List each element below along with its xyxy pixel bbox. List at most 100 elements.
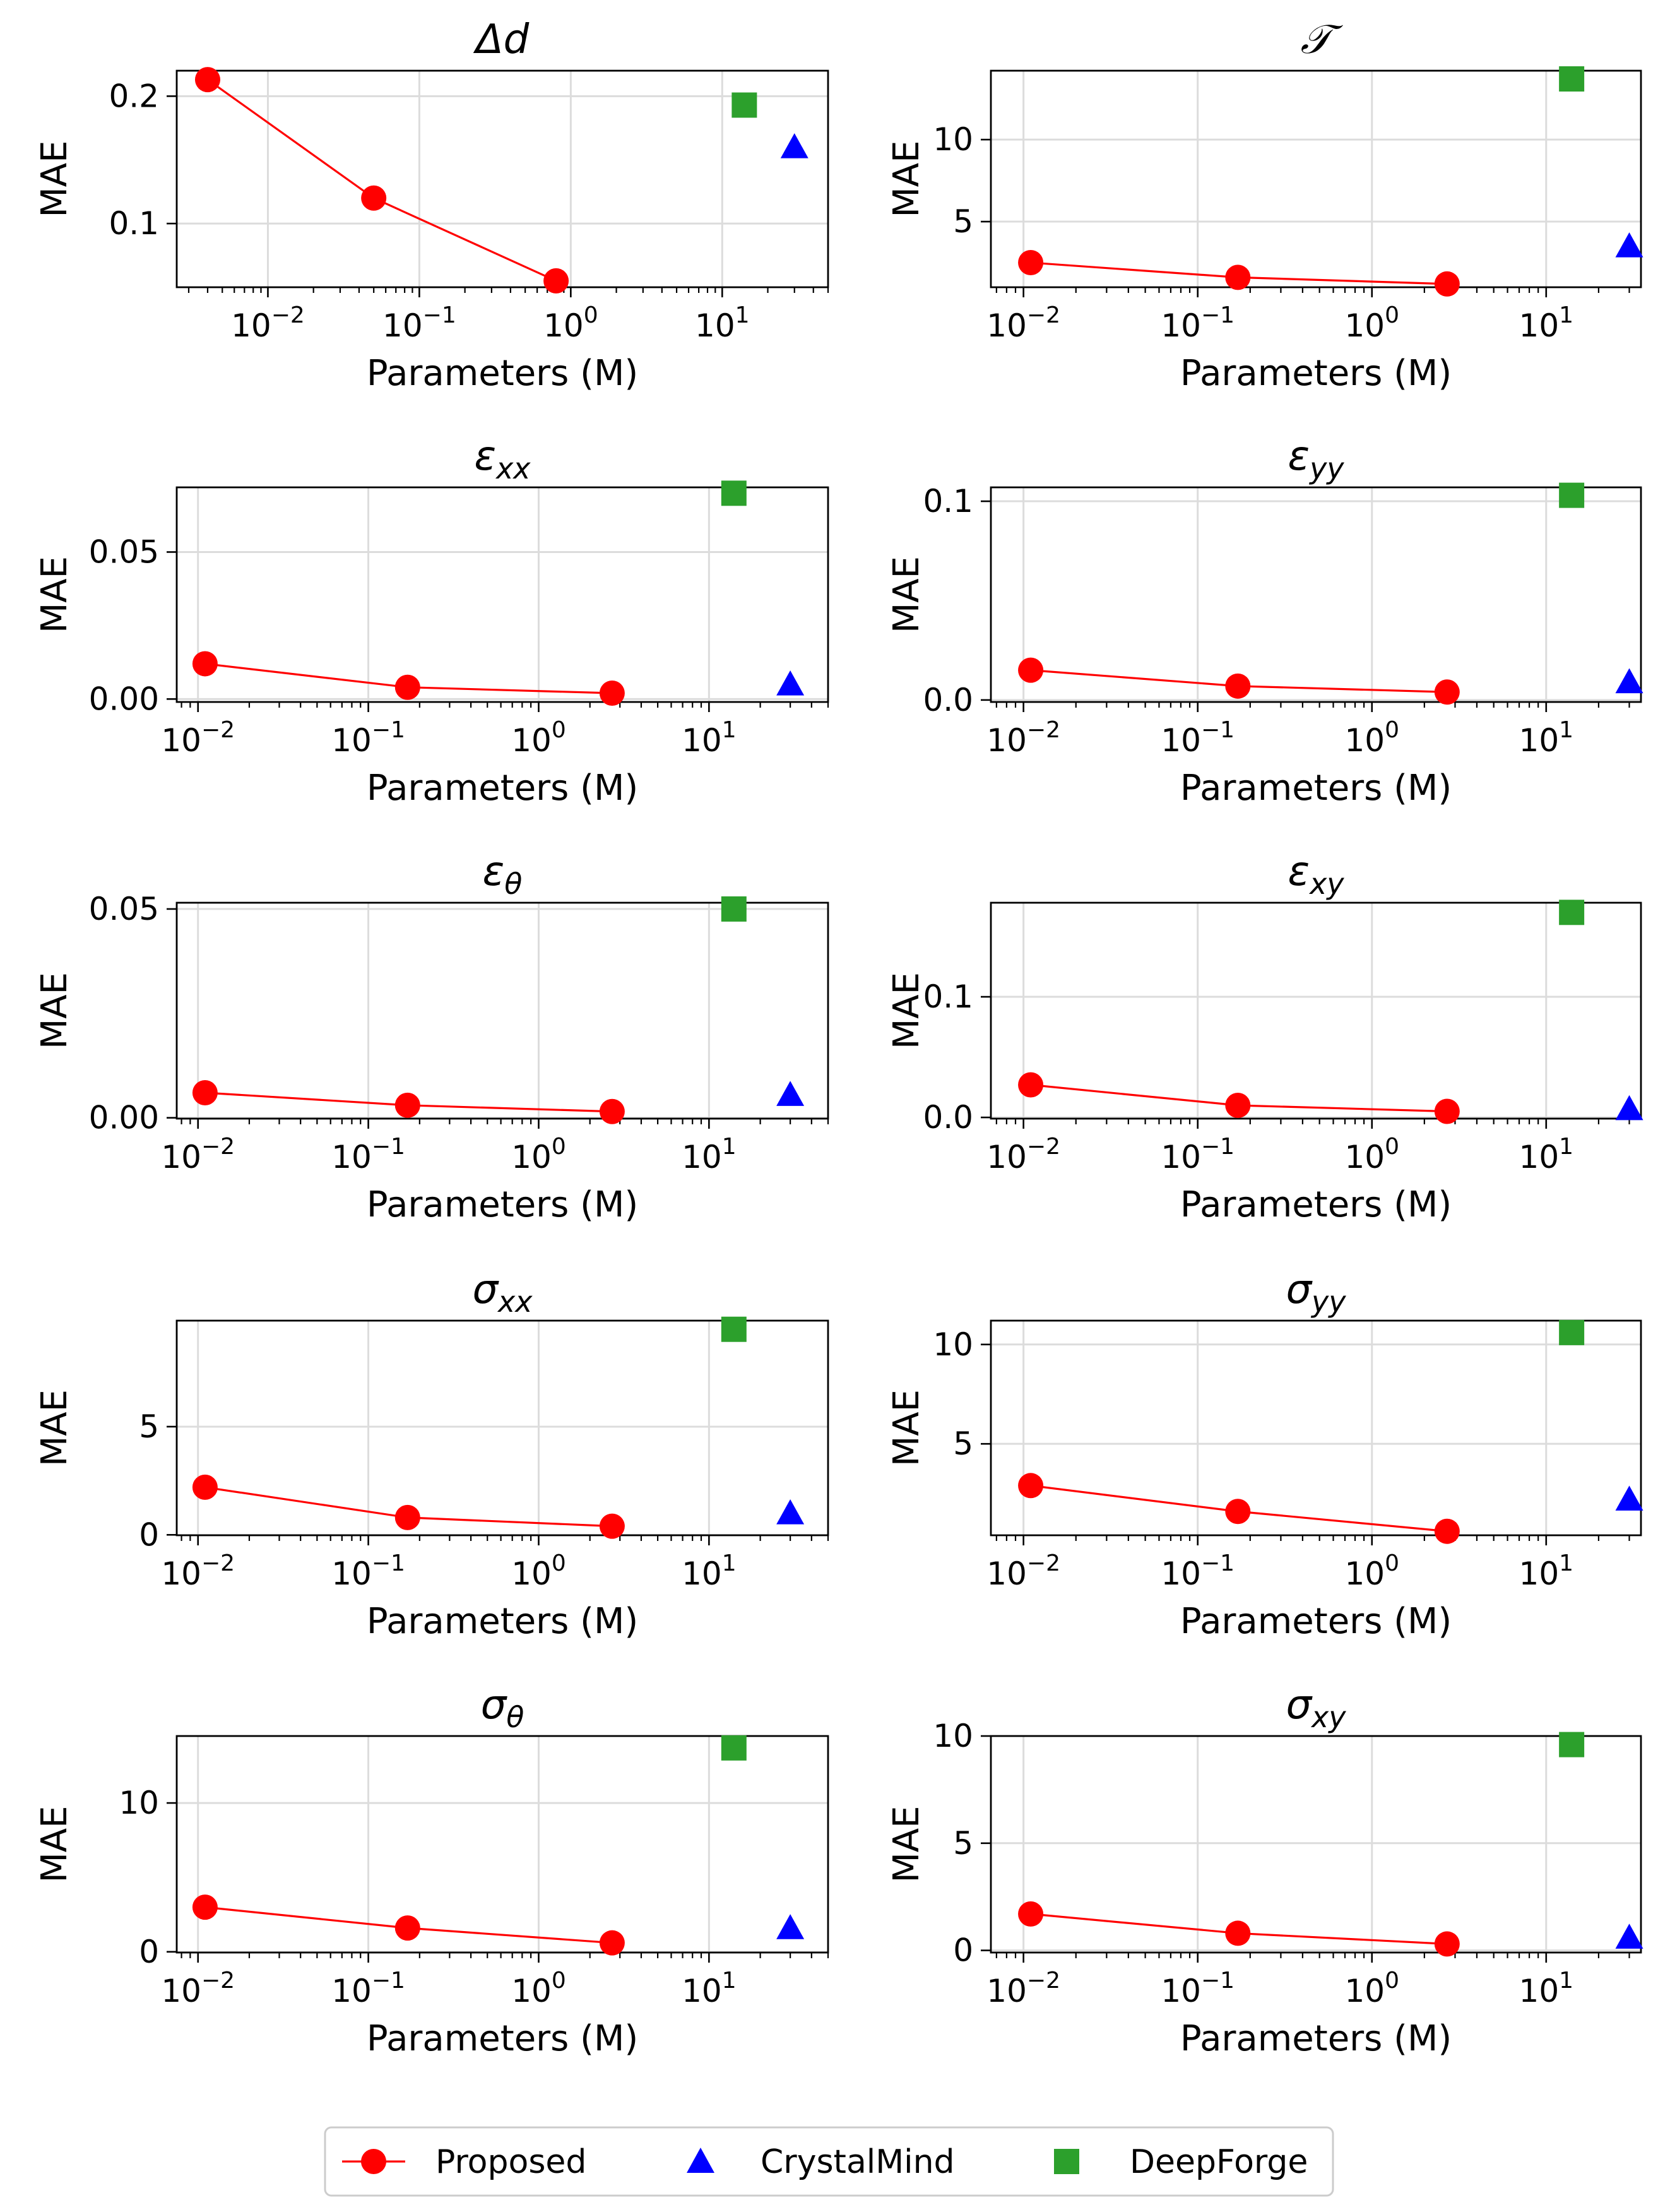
x-tick-label: 100 <box>543 302 598 344</box>
y-axis-label: MAE <box>886 1389 927 1466</box>
x-axis-label: Parameters (M) <box>1180 1601 1452 1642</box>
x-tick-label: 100 <box>511 1968 566 2009</box>
x-tick-label: 101 <box>1519 717 1574 759</box>
proposed-point <box>192 651 218 677</box>
panel-1: 10−2 10−1 100 101 0.1 0.2 Parameters (M) MAE Δd <box>34 16 829 394</box>
y-tick-label: 5 <box>953 1425 973 1462</box>
axes-frame <box>175 1735 829 1954</box>
proposed-point <box>1434 679 1460 705</box>
crystalmind-point <box>780 133 808 158</box>
x-tick-label: 101 <box>682 717 737 759</box>
y-axis-label: MAE <box>886 556 927 633</box>
x-tick-label: 101 <box>1519 1550 1574 1592</box>
crystalmind-point <box>1615 232 1643 258</box>
x-tick-label: 10−1 <box>382 302 456 344</box>
x-tick-label: 100 <box>511 717 566 759</box>
y-axis-label: MAE <box>886 1805 927 1882</box>
y-axis-label: MAE <box>34 972 75 1049</box>
x-tick-label: 101 <box>682 1550 737 1592</box>
panel-title: σxx <box>472 1266 533 1319</box>
proposed-point <box>192 1474 218 1500</box>
y-tick-label: 0 <box>953 1932 973 1969</box>
proposed-point <box>192 1079 218 1105</box>
legend-proposed-label: Proposed <box>435 2143 586 2181</box>
y-tick-label: 0.1 <box>923 483 973 520</box>
x-axis-label: Parameters (M) <box>367 2018 638 2059</box>
x-tick-label: 10−1 <box>1161 717 1235 759</box>
y-tick-label: 0.1 <box>923 978 973 1015</box>
panel-title: εxy <box>1288 848 1344 901</box>
proposed-point <box>1018 1901 1044 1927</box>
crystalmind-point <box>1615 1924 1643 1949</box>
x-tick-label: 100 <box>1344 717 1399 759</box>
deepforge-point <box>721 1316 747 1342</box>
legend-crystalmind-label: CrystalMind <box>761 2143 955 2181</box>
x-tick-label: 101 <box>1519 1134 1574 1175</box>
proposed-point <box>1434 271 1460 297</box>
y-tick-label: 0.00 <box>89 681 159 717</box>
panel-3: 10−2 10−1 100 101 0.00 0.05 Parameters (M) MAE ε… <box>34 433 829 809</box>
deepforge-point <box>721 480 747 506</box>
legend-proposed-marker <box>361 2149 386 2174</box>
deepforge-point <box>1559 1319 1585 1345</box>
y-tick-label: 0 <box>139 1516 159 1553</box>
x-axis-label: Parameters (M) <box>1180 768 1452 809</box>
x-axis-label: Parameters (M) <box>367 768 638 809</box>
legend: Proposed CrystalMind DeepForge <box>324 2126 1334 2197</box>
x-tick-label: 100 <box>1344 1968 1399 2009</box>
proposed-point <box>394 1504 420 1530</box>
x-tick-label: 10−2 <box>161 1550 235 1592</box>
panel-title: Δd <box>473 16 530 63</box>
axes-frame <box>990 486 1642 703</box>
proposed-point <box>1225 1499 1251 1525</box>
deepforge-point <box>1559 900 1585 925</box>
deepforge-point <box>721 1735 747 1761</box>
x-tick-label: 10−2 <box>986 717 1060 759</box>
crystalmind-point <box>1615 1095 1643 1121</box>
proposed-point <box>1018 250 1044 276</box>
x-tick-label: 100 <box>511 1550 566 1592</box>
legend-frame <box>324 2126 1334 2197</box>
x-tick-label: 10−2 <box>986 1550 1060 1592</box>
legend-crystalmind-marker <box>687 2148 714 2173</box>
y-tick-label: 0.0 <box>923 682 973 718</box>
x-tick-label: 10−1 <box>1161 1550 1235 1592</box>
y-tick-label: 0 <box>139 1934 159 1970</box>
x-tick-label: 10−2 <box>231 302 305 344</box>
y-tick-label: 5 <box>139 1408 159 1445</box>
x-tick-label: 10−1 <box>331 1550 405 1592</box>
proposed-point <box>599 1930 625 1956</box>
axes-frame <box>175 69 829 288</box>
deepforge-point <box>731 92 757 118</box>
panel-title: σyy <box>1286 1266 1346 1319</box>
x-axis-label: Parameters (M) <box>1180 2018 1452 2059</box>
y-tick-label: 0.0 <box>923 1099 973 1136</box>
x-tick-label: 10−1 <box>1161 302 1235 344</box>
proposed-point <box>1018 1473 1044 1499</box>
panel-10: 10−2 10−1 100 101 0 5 10 Parameters (M) MAE σxy <box>886 1682 1643 2059</box>
y-tick-label: 10 <box>933 1718 973 1754</box>
x-axis-label: Parameters (M) <box>367 1184 638 1225</box>
panel-5: 10−2 10−1 100 101 0.00 0.05 Parameters (M) MAE ε… <box>34 848 829 1225</box>
proposed-point <box>599 1513 625 1539</box>
proposed-point <box>1018 1072 1044 1098</box>
x-tick-label: 101 <box>695 302 750 344</box>
x-axis-label: Parameters (M) <box>367 353 638 394</box>
crystalmind-point <box>776 1499 805 1525</box>
axes-frame <box>990 901 1642 1120</box>
x-axis-label: Parameters (M) <box>367 1601 638 1642</box>
proposed-point <box>1018 657 1044 683</box>
x-tick-label: 10−2 <box>986 1134 1060 1175</box>
crystalmind-point <box>776 1914 805 1939</box>
x-tick-label: 10−1 <box>331 717 405 759</box>
y-axis-label: MAE <box>886 972 927 1049</box>
proposed-point <box>394 1092 420 1118</box>
proposed-point <box>1434 1518 1460 1544</box>
axes-frame <box>990 1319 1642 1537</box>
axes-frame <box>175 901 829 1120</box>
y-tick-label: 10 <box>933 121 973 158</box>
panel-2: 10−2 10−1 100 101 5 10 Parameters (M) MAE 𝒯 <box>886 16 1643 394</box>
x-axis-label: Parameters (M) <box>1180 1184 1452 1225</box>
x-tick-label: 101 <box>682 1968 737 2009</box>
